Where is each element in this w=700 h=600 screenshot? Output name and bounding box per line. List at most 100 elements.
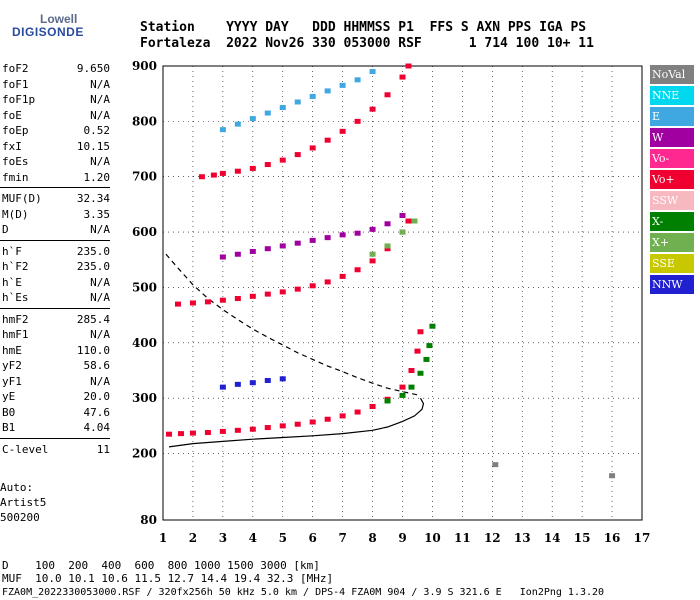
param-row: foEp 0.52	[2, 124, 110, 139]
param-value: N/A	[90, 77, 110, 91]
param-name: D	[2, 223, 9, 236]
param-value: 235.0	[76, 260, 110, 273]
data-point-Vo-3F	[339, 128, 346, 134]
data-point-Vo-3F	[279, 157, 286, 163]
legend-item: E	[650, 107, 694, 126]
param-separator	[0, 437, 110, 439]
data-point-Vo-	[177, 431, 184, 437]
legend-item: Vo-	[650, 149, 694, 168]
param-row: hmE 110.0	[2, 344, 110, 359]
data-point-Vo-3F	[309, 145, 316, 151]
data-point-Vo-3F	[399, 74, 406, 80]
curve-profile	[168, 397, 425, 448]
param-row: hmF2 285.4	[2, 313, 110, 328]
data-point-Vo-3F	[324, 137, 331, 143]
param-value: 110.0	[76, 343, 110, 357]
param-name: foF1	[2, 77, 29, 91]
data-point-NNW	[234, 381, 241, 387]
param-value: N/A	[90, 374, 110, 388]
data-point-Vo-3F	[369, 106, 376, 112]
data-point-X-	[399, 392, 406, 398]
logo-digisonde: DIGISONDE	[12, 25, 84, 39]
data-point-Vo-3F	[294, 152, 301, 158]
x-tick-label: 3	[219, 531, 227, 545]
data-point-W	[384, 221, 391, 227]
param-value: 20.0	[83, 390, 111, 403]
data-point-Vo-2F	[279, 289, 286, 295]
param-value: N/A	[90, 108, 110, 122]
data-point-W	[279, 243, 286, 249]
data-point-E	[309, 93, 316, 99]
x-tick-label: 1	[159, 531, 167, 545]
data-point-Vo-	[324, 416, 331, 422]
param-row: C-level 11	[2, 443, 110, 458]
param-value: N/A	[90, 291, 110, 304]
legend-item: SSW	[650, 191, 694, 210]
data-point-X-	[429, 323, 436, 329]
param-row: D N/A	[2, 223, 110, 238]
data-point-Vo-2F	[249, 293, 256, 299]
y-tick-label: 500	[132, 280, 157, 294]
param-separator	[0, 239, 110, 241]
data-point-X-	[426, 343, 433, 349]
data-point-Vo-	[354, 409, 361, 415]
data-point-W	[309, 237, 316, 243]
x-tick-label: 6	[309, 531, 317, 545]
param-name: foEs	[2, 155, 29, 168]
auto-version: 500200	[0, 511, 40, 524]
data-point-Vo-3F	[264, 162, 271, 168]
data-point-E	[324, 88, 331, 94]
param-row: yE 20.0	[2, 390, 110, 405]
data-point-NNW	[249, 380, 256, 386]
data-point-Vo-3F	[210, 172, 217, 178]
param-value: N/A	[90, 93, 110, 106]
data-point-Vo-3F	[249, 165, 256, 171]
x-tick-label: 8	[368, 531, 376, 545]
param-value: 47.6	[83, 405, 111, 419]
data-point-Vo-3F	[405, 63, 412, 69]
param-row: B0 47.6	[2, 406, 110, 421]
y-tick-label: 200	[132, 447, 157, 461]
x-tick-label: 10	[424, 531, 441, 545]
y-tick-label: 80	[140, 513, 157, 527]
data-point-W	[324, 235, 331, 241]
param-value: N/A	[90, 223, 110, 236]
data-point-Vo-	[417, 329, 424, 335]
data-point-Vo-	[294, 421, 301, 427]
data-point-Vo-2F	[189, 300, 196, 306]
x-tick-label: 16	[604, 531, 621, 545]
param-row: yF1 N/A	[2, 375, 110, 390]
data-point-Vo-	[408, 368, 415, 374]
param-row: MUF(D) 32.34	[2, 192, 110, 207]
param-value: 32.34	[76, 192, 110, 205]
footer-file-info: FZA0M_2022330053000.RSF / 320fx256h 50 k…	[2, 587, 605, 598]
param-row: yF2 58.6	[2, 359, 110, 374]
x-tick-label: 11	[454, 531, 471, 545]
param-value: N/A	[90, 328, 110, 341]
data-point-E	[369, 69, 376, 75]
param-name: B0	[2, 405, 16, 419]
data-point-E	[354, 77, 361, 83]
data-point-NoVal	[609, 473, 616, 479]
data-point-Vo-2F	[354, 267, 361, 273]
param-value: 3.35	[83, 207, 111, 221]
logo-lowell: Lowell	[40, 12, 78, 26]
legend-item: W	[650, 128, 694, 147]
legend-item: NoVal	[650, 65, 694, 84]
param-value: N/A	[90, 155, 110, 168]
legend-item: X-	[650, 212, 694, 231]
data-point-Vo-	[204, 430, 211, 436]
y-tick-label: 600	[132, 225, 157, 239]
param-separator	[0, 307, 110, 309]
param-row: foF2 9.650	[2, 62, 110, 77]
data-point-X-	[417, 370, 424, 376]
data-point-Vo-3F	[219, 170, 226, 176]
data-point-Vo-2F	[219, 297, 226, 303]
data-point-Vo-	[249, 426, 256, 432]
auto-label: Auto:	[0, 481, 34, 494]
param-value: 285.4	[76, 312, 110, 326]
data-point-Vo-2F	[324, 279, 331, 285]
data-point-Vo-3F	[234, 168, 241, 174]
param-name: h`E	[2, 275, 22, 289]
auto-scaling-info: Auto: Artist5 500200	[0, 480, 46, 525]
